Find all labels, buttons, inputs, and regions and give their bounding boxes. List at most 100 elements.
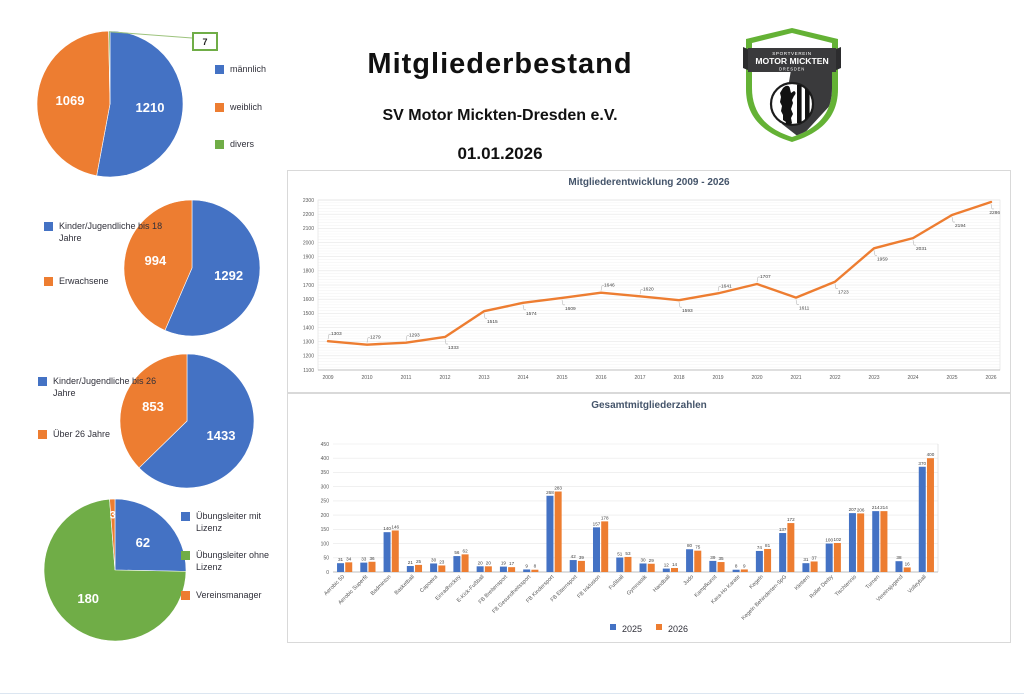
bar-2025-Capoeira <box>430 563 438 572</box>
legend-marker <box>38 377 47 386</box>
bar-data-label: 14 <box>672 562 678 567</box>
legend-label: Kinder/Jugendliche bis 26 Jahre <box>53 376 157 398</box>
bar-data-label: 214 <box>880 505 888 510</box>
y-axis-label: 2200 <box>303 212 314 218</box>
bar-data-label: 157 <box>593 521 601 526</box>
legend-marker <box>44 222 53 231</box>
line-data-label: 1333 <box>448 345 459 351</box>
y-axis-label: 2100 <box>303 226 314 232</box>
pie-data-label: 62 <box>136 535 150 550</box>
legend-marker <box>215 65 224 74</box>
legend-item: weiblich <box>215 102 266 114</box>
logo-text-dresden: DRESDEN <box>779 67 805 72</box>
y-axis-label: 0 <box>326 570 329 576</box>
y-axis-label: 2300 <box>303 198 314 204</box>
bar-data-label: 31 <box>338 557 344 562</box>
line-data-label: 1707 <box>760 274 771 280</box>
x-axis-label: 2015 <box>556 375 567 381</box>
pie-slice-weiblich <box>36 30 111 177</box>
report-date: 01.01.2026 <box>457 144 543 163</box>
line-data-label: 1293 <box>409 333 420 339</box>
bar-data-label: 17 <box>509 561 515 566</box>
bar-category-label: Volleyball <box>907 574 928 595</box>
page-title: Mitgliederbestand <box>367 48 633 80</box>
bar-data-label: 12 <box>664 563 670 568</box>
bar-2025-Klettern <box>802 563 810 572</box>
gender-pie-chart[interactable]: 1210 1069 <box>36 22 236 178</box>
membership-development-panel[interactable]: Mitgliederentwicklung 2009 - 2026 1100 12… <box>287 170 1011 393</box>
bar-data-label: 21 <box>408 560 414 565</box>
x-axis-label: 2016 <box>595 375 606 381</box>
pie-slice-Über 26 Jahre <box>119 353 188 469</box>
bar-2026-Gymnastik <box>647 563 655 572</box>
bar-2025-Volleyball <box>918 466 926 572</box>
bar-chart-title: Gesamtmitgliederzahlen <box>591 400 707 411</box>
line-data-label: 2194 <box>955 223 966 229</box>
line-data-label: 1574 <box>526 311 537 317</box>
bar-2025-Judo <box>686 549 694 572</box>
legend-marker <box>181 512 190 521</box>
department-totals-panel[interactable]: Gesamtmitgliederzahlen 0 50 100 150 200 250 30… <box>287 393 1011 643</box>
age26-pie-chart[interactable]: 1433 853 <box>118 352 256 490</box>
bar-data-label: 31 <box>803 557 809 562</box>
legend-item: divers <box>215 139 266 151</box>
bar-category-label: Judo <box>682 574 695 587</box>
bar-data-label: 9 <box>525 563 528 568</box>
y-axis-label: 250 <box>321 499 330 505</box>
x-axis-label: 2019 <box>712 375 723 381</box>
legend-item: Kinder/Jugendliche bis 18 Jahre <box>44 221 172 244</box>
x-axis-label: 2020 <box>751 375 762 381</box>
pie-slice-Übungsleiter mit Lizenz <box>114 498 187 572</box>
bar-chart-legend: 2025 2026 <box>288 624 1010 636</box>
legend-label: Über 26 Jahre <box>53 429 111 440</box>
trainer-pie-chart[interactable]: 62 180 3 <box>42 497 188 643</box>
bar-category-label: Capoeira <box>419 574 440 595</box>
age26-pie-legend: Kinder/Jugendliche bis 26 Jahre Über 26 J… <box>38 376 166 471</box>
bar-category-label: Aerobic 50 <box>323 574 346 597</box>
bar-2026-Tischtennis <box>857 513 865 572</box>
legend-marker <box>38 430 47 440</box>
bar-2025-Aerobic Superfit <box>360 562 368 572</box>
x-axis-label: 2010 <box>361 375 372 381</box>
bar-2025-Gymnastik <box>639 563 647 572</box>
y-axis-label: 1500 <box>303 311 314 317</box>
bar-data-label: 62 <box>463 548 469 553</box>
y-axis-label: 400 <box>321 456 330 462</box>
bar-data-label: 39 <box>710 555 716 560</box>
bar-data-label: 178 <box>601 515 609 520</box>
bar-2026-FB Breitensport <box>508 567 516 572</box>
legend-item: männlich <box>215 64 266 76</box>
y-axis-label: 1100 <box>303 368 314 374</box>
bar-2026-Basketball <box>415 564 423 572</box>
y-axis-label: 50 <box>323 556 329 562</box>
bar-2025-Einradhockey <box>453 556 461 572</box>
age18-pie-chart[interactable]: 1292 994 <box>122 198 262 338</box>
bar-data-label: 268 <box>546 490 554 495</box>
legend-label: Vereinsmanager <box>196 589 262 600</box>
pie-data-label: 853 <box>142 399 164 414</box>
bar-2026-Kegeln Behinderten-SpG <box>787 523 795 572</box>
bar-2026-Badminton <box>391 530 399 572</box>
legend-label: männlich <box>230 64 267 74</box>
y-axis-label: 1400 <box>303 325 314 331</box>
logo-text-sportverein: SPORTVEREIN <box>772 51 811 56</box>
line-data-label: 1723 <box>838 290 849 296</box>
bar-2026-E-Kick-Fußball <box>484 566 492 572</box>
x-axis-label: 2013 <box>478 375 489 381</box>
pie-data-label: 3 <box>110 510 116 522</box>
bar-data-label: 370 <box>918 461 926 466</box>
bar-data-label: 80 <box>687 543 693 548</box>
bar-data-label: 16 <box>905 561 911 566</box>
x-axis-label: 2011 <box>401 375 412 381</box>
pie-slice-männlich <box>96 30 184 178</box>
bar-data-label: 102 <box>834 537 842 542</box>
age18-pie-legend: Kinder/Jugendliche bis 18 Jahre Erwachsen… <box>44 221 172 320</box>
x-axis-label: 2024 <box>907 375 918 381</box>
membership-development-line-chart[interactable]: 1100 1200 1300 1400 1500 1600 1700 1800 1900 2000… <box>288 171 1010 392</box>
legend-item: Über 26 Jahre <box>38 429 166 441</box>
line-data-label: 1959 <box>877 256 888 262</box>
y-axis-label: 200 <box>321 513 330 519</box>
trainer-pie-legend: Übungsleiter mit Lizenz Übungsleiter ohne… <box>181 511 289 617</box>
bar-data-label: 33 <box>361 557 367 562</box>
